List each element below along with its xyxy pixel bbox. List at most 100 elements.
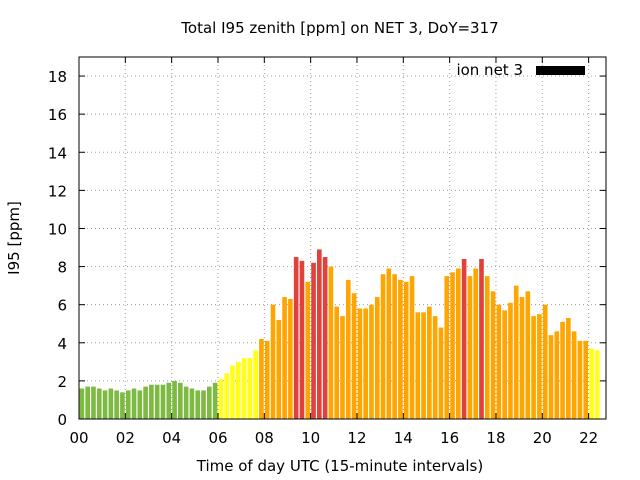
y-tick-label: 8 xyxy=(57,259,67,277)
bar xyxy=(79,388,85,419)
bar xyxy=(484,276,490,419)
bar xyxy=(317,249,322,419)
bar xyxy=(137,390,143,419)
bar xyxy=(91,386,96,419)
bar xyxy=(224,373,229,419)
grid-layer xyxy=(79,57,606,419)
legend-label: ion net 3 xyxy=(456,61,523,79)
bar xyxy=(577,340,583,419)
bar xyxy=(386,268,392,419)
bar xyxy=(247,358,253,419)
bar xyxy=(554,331,560,419)
bar xyxy=(206,386,212,419)
bar xyxy=(595,350,600,419)
bar xyxy=(299,260,305,419)
bar xyxy=(490,291,496,419)
bar xyxy=(403,281,409,419)
bar xyxy=(178,382,183,419)
bar xyxy=(340,316,345,419)
legend-swatch xyxy=(536,66,585,75)
bar xyxy=(189,388,195,419)
bar xyxy=(102,390,108,419)
y-tick-label: 0 xyxy=(57,411,67,429)
bar xyxy=(166,382,172,419)
bar xyxy=(519,297,525,419)
bar xyxy=(473,268,479,419)
bar xyxy=(183,386,189,419)
legend: ion net 3 xyxy=(456,61,585,79)
y-tick-label: 12 xyxy=(48,182,67,200)
bar xyxy=(282,297,287,419)
x-axis-label: Time of day UTC (15-minute intervals) xyxy=(196,457,483,475)
x-tick-label: 12 xyxy=(347,429,366,447)
x-tick-label: 08 xyxy=(255,429,274,447)
bar xyxy=(496,304,502,419)
bar xyxy=(363,308,368,419)
bar xyxy=(380,274,386,419)
bar xyxy=(230,365,235,419)
bar xyxy=(345,279,351,419)
bar xyxy=(259,338,264,419)
bar xyxy=(467,276,473,419)
bar xyxy=(432,316,438,419)
bar xyxy=(241,358,247,419)
plot-frame xyxy=(78,56,607,420)
bar xyxy=(334,306,340,419)
bar xyxy=(456,268,461,419)
bar xyxy=(125,390,131,419)
bar xyxy=(322,257,328,419)
bar xyxy=(212,382,218,419)
bar xyxy=(374,297,380,419)
bar xyxy=(398,279,403,419)
bar xyxy=(513,285,519,419)
bar xyxy=(311,262,316,419)
chart-title: Total I95 zenith [ppm] on NET 3, DoY=317 xyxy=(180,19,498,37)
y-tick-label: 16 xyxy=(48,106,67,124)
bar xyxy=(508,302,513,419)
bar xyxy=(96,388,102,419)
bar xyxy=(392,274,397,419)
bar xyxy=(537,314,542,419)
y-axis-label: I95 [ppm] xyxy=(5,201,23,275)
bar xyxy=(160,384,166,419)
x-tick-label: 06 xyxy=(208,429,227,447)
bar xyxy=(120,392,125,419)
bar xyxy=(270,304,276,419)
bar xyxy=(444,276,450,419)
bar xyxy=(560,321,565,419)
bar xyxy=(85,386,90,419)
bar xyxy=(288,298,293,419)
bars-layer xyxy=(79,249,600,419)
bar xyxy=(369,304,374,419)
bar xyxy=(566,318,571,419)
y-tick-label: 10 xyxy=(48,220,67,238)
bar xyxy=(461,258,467,419)
bar xyxy=(114,390,119,419)
bar xyxy=(235,361,241,419)
bar xyxy=(427,306,432,419)
bar xyxy=(421,312,426,419)
bar xyxy=(450,272,455,419)
bar xyxy=(108,388,114,419)
y-tick-label: 4 xyxy=(57,335,67,353)
bar xyxy=(351,293,357,419)
bar xyxy=(276,319,282,419)
x-tick-label: 00 xyxy=(69,429,88,447)
bar xyxy=(571,331,577,419)
y-tick-label: 18 xyxy=(48,68,67,86)
x-tick-label: 02 xyxy=(116,429,135,447)
x-tick-label: 10 xyxy=(301,429,320,447)
bar xyxy=(589,348,594,419)
bar xyxy=(531,316,536,419)
bar xyxy=(305,281,311,419)
bar xyxy=(583,340,589,419)
bar xyxy=(357,308,363,419)
bar xyxy=(253,350,258,419)
x-tick-label: 22 xyxy=(579,429,598,447)
bar xyxy=(154,384,160,419)
bar xyxy=(415,312,421,419)
y-tick-label: 2 xyxy=(57,373,67,391)
x-tick-label: 14 xyxy=(394,429,413,447)
